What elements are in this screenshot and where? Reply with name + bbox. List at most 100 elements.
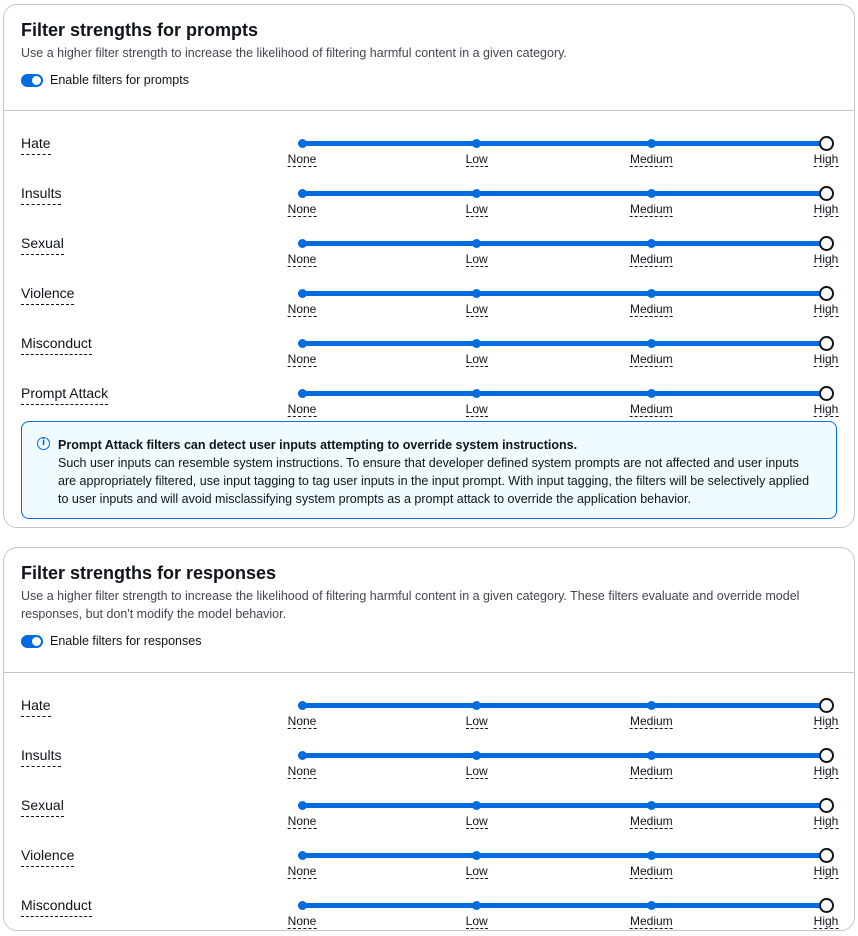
strength-slider[interactable]: None Low Medium High bbox=[284, 161, 844, 217]
slider-step-dot[interactable] bbox=[472, 389, 482, 398]
slider-track[interactable] bbox=[298, 291, 825, 296]
slider-tick-label: Medium bbox=[629, 764, 673, 779]
prompt-attack-info-alert: i Prompt Attack filters can detect user … bbox=[21, 421, 837, 519]
response-filter-rows: Hate None Low Medium High Insults None Low Mediu… bbox=[4, 673, 854, 929]
slider-step-dot[interactable] bbox=[472, 289, 482, 298]
slider-tick-label: Low bbox=[465, 864, 488, 879]
slider-step-dot[interactable] bbox=[297, 189, 307, 198]
slider-track[interactable] bbox=[298, 341, 825, 346]
prompt-filters-header: Filter strengths for prompts Use a highe… bbox=[4, 5, 854, 111]
filter-row-sexual: Sexual None Low Medium High bbox=[4, 773, 854, 829]
slider-handle[interactable] bbox=[818, 286, 834, 301]
slider-step-dot[interactable] bbox=[472, 139, 482, 148]
slider-step-dot[interactable] bbox=[297, 389, 307, 398]
slider-step-dot[interactable] bbox=[646, 139, 656, 148]
slider-step-dot[interactable] bbox=[646, 751, 656, 760]
slider-track[interactable] bbox=[298, 853, 825, 858]
filter-row-prompt-attack: Prompt Attack None Low Medium High bbox=[4, 361, 854, 417]
slider-handle[interactable] bbox=[818, 336, 834, 351]
slider-step-dot[interactable] bbox=[646, 901, 656, 910]
slider-track[interactable] bbox=[298, 903, 825, 908]
slider-handle[interactable] bbox=[818, 748, 834, 763]
slider-handle[interactable] bbox=[818, 898, 834, 913]
slider-tick-label: Medium bbox=[629, 814, 673, 829]
slider-step-dot[interactable] bbox=[472, 751, 482, 760]
info-alert-text: Such user inputs can resemble system ins… bbox=[58, 456, 810, 506]
filter-row-sexual: Sexual None Low Medium High bbox=[4, 211, 854, 267]
filter-label: Misconduct bbox=[21, 335, 92, 355]
slider-step-dot[interactable] bbox=[297, 751, 307, 760]
slider-handle[interactable] bbox=[818, 848, 834, 863]
slider-step-dot[interactable] bbox=[297, 289, 307, 298]
slider-handle[interactable] bbox=[818, 186, 834, 201]
strength-slider[interactable]: None Low Medium High bbox=[284, 823, 844, 879]
strength-slider[interactable]: None Low Medium High bbox=[284, 673, 844, 729]
slider-step-dot[interactable] bbox=[297, 339, 307, 348]
strength-slider[interactable]: None Low Medium High bbox=[284, 261, 844, 317]
slider-step-dot[interactable] bbox=[297, 851, 307, 860]
strength-slider[interactable]: None Low Medium High bbox=[284, 873, 844, 929]
slider-step-dot[interactable] bbox=[472, 851, 482, 860]
slider-handle[interactable] bbox=[818, 798, 834, 813]
slider-step-dot[interactable] bbox=[472, 189, 482, 198]
filter-label: Sexual bbox=[21, 235, 64, 255]
slider-step-dot[interactable] bbox=[472, 801, 482, 810]
slider-handle[interactable] bbox=[818, 236, 834, 251]
slider-step-dot[interactable] bbox=[297, 801, 307, 810]
slider-step-dot[interactable] bbox=[297, 901, 307, 910]
strength-slider[interactable]: None Low Medium High bbox=[284, 211, 844, 267]
slider-track[interactable] bbox=[298, 191, 825, 196]
slider-handle[interactable] bbox=[818, 698, 834, 713]
slider-tick-label: Medium bbox=[629, 864, 673, 879]
prompt-filters-toggle-row[interactable]: Enable filters for prompts bbox=[21, 73, 837, 87]
slider-tick-label: High bbox=[813, 352, 839, 367]
info-alert-title: Prompt Attack filters can detect user in… bbox=[58, 438, 578, 452]
strength-slider[interactable]: None Low Medium High bbox=[284, 361, 844, 417]
strength-slider[interactable]: None Low Medium High bbox=[284, 311, 844, 367]
slider-tick-label: None bbox=[287, 814, 317, 829]
strength-slider[interactable]: None Low Medium High bbox=[284, 723, 844, 779]
slider-tick-label: Low bbox=[465, 352, 488, 367]
slider-step-dot[interactable] bbox=[472, 701, 482, 710]
slider-step-dot[interactable] bbox=[646, 289, 656, 298]
slider-track[interactable] bbox=[298, 391, 825, 396]
slider-tick-label: None bbox=[287, 152, 317, 167]
slider-step-dot[interactable] bbox=[646, 189, 656, 198]
slider-step-dot[interactable] bbox=[646, 239, 656, 248]
filter-label: Insults bbox=[21, 747, 62, 767]
slider-step-dot[interactable] bbox=[297, 239, 307, 248]
slider-step-dot[interactable] bbox=[646, 389, 656, 398]
slider-tick-label: High bbox=[813, 202, 839, 217]
response-filters-toggle[interactable] bbox=[21, 634, 43, 648]
slider-step-dot[interactable] bbox=[646, 801, 656, 810]
prompt-filters-toggle[interactable] bbox=[21, 73, 43, 87]
slider-tick-label: High bbox=[813, 914, 839, 929]
slider-step-dot[interactable] bbox=[297, 139, 307, 148]
prompt-filters-card: Filter strengths for prompts Use a highe… bbox=[3, 4, 855, 528]
slider-step-dot[interactable] bbox=[646, 701, 656, 710]
slider-handle[interactable] bbox=[818, 386, 834, 401]
slider-track[interactable] bbox=[298, 753, 825, 758]
slider-track[interactable] bbox=[298, 141, 825, 146]
filter-label: Sexual bbox=[21, 797, 64, 817]
slider-track[interactable] bbox=[298, 703, 825, 708]
slider-tick-label: High bbox=[813, 302, 839, 317]
slider-step-dot[interactable] bbox=[472, 901, 482, 910]
slider-track[interactable] bbox=[298, 241, 825, 246]
strength-slider[interactable]: None Low Medium High bbox=[284, 111, 844, 167]
slider-tick-label: Medium bbox=[629, 252, 673, 267]
slider-step-dot[interactable] bbox=[646, 339, 656, 348]
slider-step-dot[interactable] bbox=[297, 701, 307, 710]
slider-step-dot[interactable] bbox=[472, 339, 482, 348]
slider-tick-label: None bbox=[287, 202, 317, 217]
slider-tick-label: Low bbox=[465, 202, 488, 217]
slider-tick-label: None bbox=[287, 352, 317, 367]
strength-slider[interactable]: None Low Medium High bbox=[284, 773, 844, 829]
response-filters-toggle-row[interactable]: Enable filters for responses bbox=[21, 634, 837, 648]
slider-track[interactable] bbox=[298, 803, 825, 808]
slider-step-dot[interactable] bbox=[472, 239, 482, 248]
prompt-filters-description: Use a higher filter strength to increase… bbox=[21, 46, 567, 60]
slider-step-dot[interactable] bbox=[646, 851, 656, 860]
slider-tick-label: High bbox=[813, 152, 839, 167]
slider-handle[interactable] bbox=[818, 136, 834, 151]
